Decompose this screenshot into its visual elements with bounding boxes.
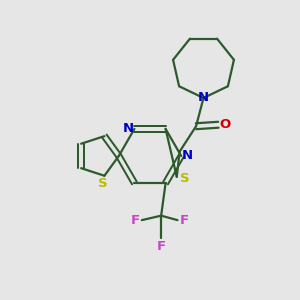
Text: F: F [179,214,189,226]
Text: F: F [157,240,166,253]
Text: N: N [182,149,193,162]
Text: O: O [219,118,230,131]
Text: F: F [131,214,140,226]
Text: N: N [198,91,209,103]
Text: S: S [180,172,190,185]
Text: N: N [122,122,134,135]
Text: S: S [98,177,108,190]
